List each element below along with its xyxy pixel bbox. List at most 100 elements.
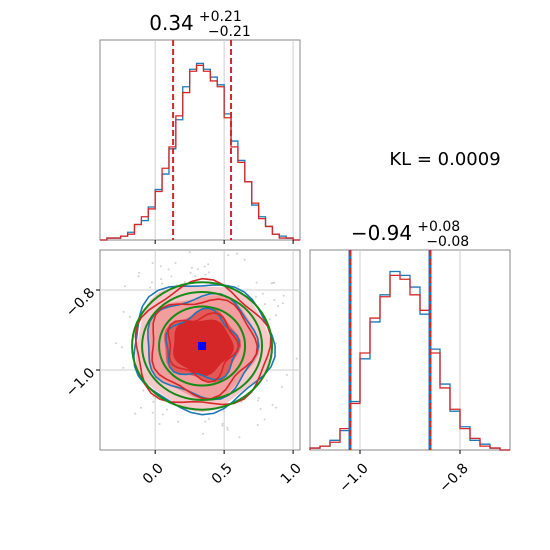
joint-scatter-point [151, 262, 154, 264]
joint-scatter-point [255, 281, 258, 284]
joint-scatter-point [270, 282, 273, 285]
joint-scatter-point [167, 268, 170, 271]
param1-histogram-panel: 0.34 +0.21 −0.21 [99, 6, 301, 244]
joint-scatter-point [295, 357, 298, 360]
joint-x-tick-label: 0.5 [209, 460, 236, 487]
joint-scatter-point [152, 400, 155, 403]
joint-scatter-point [256, 424, 259, 426]
param2-title: −0.94 +0.08 −0.08 [351, 216, 469, 250]
joint-scatter-point [226, 426, 229, 429]
joint-scatter-point [264, 303, 266, 306]
joint-y-tick-label: −0.8 [63, 285, 98, 320]
joint-scatter-point [207, 263, 210, 266]
joint-x-tick-label: 1.0 [278, 460, 305, 487]
joint-scatter-point [203, 265, 206, 268]
joint-scatter-point [277, 305, 280, 308]
joint-y-tick-labels: −0.8 −1.0 [63, 285, 100, 400]
joint-contour-blue [165, 307, 240, 381]
joint-scatter-point [170, 275, 173, 278]
param1-title: 0.34 +0.21 −0.21 [149, 6, 251, 40]
param2-tick-label: −1.0 [336, 460, 371, 495]
joint-scatter-point [257, 399, 259, 402]
joint-y-tick-label: −1.0 [63, 365, 98, 400]
param1-top-ticks [154, 240, 294, 244]
joint-scatter-point [154, 397, 157, 400]
joint-scatter-point [194, 275, 197, 278]
param2-tick-label: −0.8 [436, 460, 471, 495]
joint-scatter-point [221, 422, 224, 425]
param1-title-minus: −0.21 [208, 24, 251, 40]
joint-scatter-point [174, 262, 177, 264]
joint-contour-panel: 0.0 0.5 1.0 −0.8 −1.0 [63, 249, 305, 487]
joint-scatter-point [121, 346, 123, 349]
joint-scatter-point [196, 268, 199, 271]
joint-scatter-point [263, 418, 266, 421]
param2-histogram-blue-series [309, 270, 510, 451]
param2-histogram-frame [309, 249, 511, 451]
joint-scatter-point [273, 281, 276, 284]
joint-scatter-point [142, 389, 145, 392]
joint-scatter-point [243, 258, 246, 261]
joint-scatter-point [275, 406, 278, 409]
joint-scatter-point [165, 408, 168, 411]
param1-histogram-frame [99, 39, 301, 241]
joint-scatter-point [281, 302, 284, 305]
joint-scatter-point [268, 318, 271, 320]
joint-scatter-point [161, 413, 164, 416]
param1-histogram-blue-series [100, 62, 300, 241]
joint-scatter-point [271, 404, 274, 406]
joint-scatter-point [273, 299, 276, 302]
param2-histogram-red-series [309, 274, 510, 451]
joint-scatter-point [161, 282, 164, 285]
joint-scatter-point [285, 373, 288, 376]
joint-contour-green [141, 291, 264, 401]
joint-panel-frame [99, 249, 301, 451]
joint-scatter-point [208, 271, 210, 274]
joint-scatter-point [177, 420, 180, 423]
joint-scatter-point [282, 294, 285, 297]
joint-scatter-point [129, 315, 131, 318]
joint-scatter-point [240, 401, 243, 403]
param2-title-minus: −0.08 [426, 234, 469, 250]
joint-scatter-point [208, 417, 211, 420]
joint-scatter-point [140, 406, 142, 409]
joint-scatter-point [204, 273, 207, 276]
joint-scatter-point [236, 252, 239, 255]
joint-scatter-point [122, 366, 125, 369]
joint-scatter-point [265, 379, 268, 382]
joint-scatter-point [124, 285, 126, 288]
joint-scatter-point [275, 314, 277, 317]
joint-contour-green [158, 305, 247, 387]
joint-scatter-point [137, 275, 140, 278]
joint-scatter-point [226, 428, 229, 431]
joint-scatter-point [134, 412, 137, 415]
joint-scatter-point [159, 265, 162, 268]
joint-contour-lines [131, 277, 276, 416]
joint-scatter-point [204, 420, 207, 423]
joint-scatter-point [227, 254, 230, 257]
param1-title-plus: +0.21 [199, 9, 242, 25]
joint-scatter-point [221, 424, 224, 427]
param2-quantile-lines [348, 250, 432, 450]
joint-scatter-point [259, 407, 262, 410]
joint-scatter-point [223, 410, 225, 413]
joint-scatter-point [238, 436, 241, 439]
joint-scatter-point [190, 266, 193, 269]
param2-title-median: −0.94 [351, 221, 412, 245]
joint-scatter-point [189, 271, 192, 274]
joint-scatter-point [158, 423, 161, 425]
joint-scatter-point [281, 385, 283, 388]
joint-scatter-point [188, 251, 191, 254]
joint-scatter-point [150, 281, 153, 284]
param2-title-plus: +0.08 [417, 219, 460, 235]
joint-scatter-point [138, 271, 141, 274]
joint-contour-green [131, 281, 274, 411]
param2-x-tick-labels: −1.0 −0.8 [336, 450, 472, 496]
joint-scatter-point [115, 342, 118, 345]
joint-contour-red [167, 312, 240, 384]
truth-marker [198, 342, 207, 350]
joint-scatter-point [149, 286, 152, 289]
param1-histogram-red-series [100, 64, 300, 241]
joint-x-tick-label: 0.0 [140, 460, 167, 487]
